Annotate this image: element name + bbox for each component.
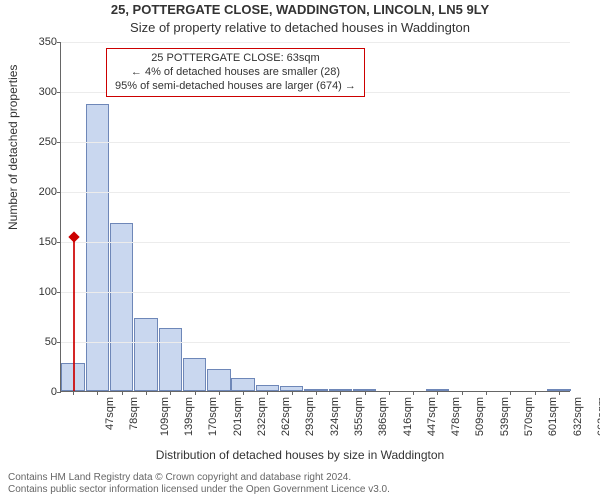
x-tick-mark (195, 391, 196, 395)
grid-line (61, 142, 570, 143)
x-tick-mark (267, 391, 268, 395)
y-tick-mark (57, 242, 61, 243)
x-tick-mark (340, 391, 341, 395)
y-tick-label: 200 (39, 186, 57, 198)
marker-line (73, 236, 75, 391)
y-tick-label: 0 (51, 386, 57, 398)
x-tick-mark (365, 391, 366, 395)
x-tick-label: 601sqm (547, 397, 559, 436)
x-tick-mark (219, 391, 220, 395)
x-tick-label: 509sqm (475, 397, 487, 436)
bar (231, 378, 254, 391)
x-tick-label: 201sqm (232, 397, 244, 436)
x-tick-mark (462, 391, 463, 395)
grid-line (61, 242, 570, 243)
bar (159, 328, 182, 391)
y-tick-mark (57, 192, 61, 193)
bar (110, 223, 133, 391)
y-tick-label: 150 (39, 236, 57, 248)
callout-line-2: ← 4% of detached houses are smaller (28) (115, 66, 356, 80)
x-tick-label: 386sqm (377, 397, 389, 436)
x-tick-label: 355sqm (353, 397, 365, 436)
x-tick-label: 539sqm (499, 397, 511, 436)
x-tick-mark (510, 391, 511, 395)
x-tick-label: 262sqm (280, 397, 292, 436)
x-tick-mark (535, 391, 536, 395)
x-tick-label: 109sqm (159, 397, 171, 436)
y-tick-label: 350 (39, 36, 57, 48)
y-tick-mark (57, 142, 61, 143)
x-tick-mark (389, 391, 390, 395)
x-tick-label: 47sqm (104, 397, 116, 430)
footer: Contains HM Land Registry data © Crown c… (8, 472, 592, 496)
y-tick-mark (57, 42, 61, 43)
chart-title: 25, POTTERGATE CLOSE, WADDINGTON, LINCOL… (0, 2, 600, 17)
bar (183, 358, 206, 391)
callout-line-1: 25 POTTERGATE CLOSE: 63sqm (115, 52, 356, 66)
y-axis-label: Number of detached properties (6, 65, 20, 230)
callout-box: 25 POTTERGATE CLOSE: 63sqm← 4% of detach… (106, 48, 365, 97)
x-tick-label: 78sqm (128, 397, 140, 430)
x-tick-label: 416sqm (402, 397, 414, 436)
y-tick-mark (57, 92, 61, 93)
x-tick-label: 170sqm (207, 397, 219, 436)
callout-line-3: 95% of semi-detached houses are larger (… (115, 80, 356, 94)
x-tick-label: 324sqm (329, 397, 341, 436)
x-tick-mark (413, 391, 414, 395)
plot-area: 05010015020025030035047sqm78sqm109sqm139… (60, 42, 570, 392)
x-tick-label: 293sqm (305, 397, 317, 436)
y-tick-mark (57, 292, 61, 293)
y-tick-mark (57, 342, 61, 343)
y-tick-label: 300 (39, 86, 57, 98)
x-axis-label: Distribution of detached houses by size … (0, 448, 600, 462)
grid-line (61, 192, 570, 193)
x-tick-mark (486, 391, 487, 395)
x-tick-mark (73, 391, 74, 395)
grid-line (61, 42, 570, 43)
x-tick-mark (122, 391, 123, 395)
bar (207, 369, 230, 391)
x-tick-mark (437, 391, 438, 395)
x-tick-label: 232sqm (256, 397, 268, 436)
grid-line (61, 292, 570, 293)
y-tick-label: 100 (39, 286, 57, 298)
x-tick-mark (146, 391, 147, 395)
x-tick-mark (292, 391, 293, 395)
grid-line (61, 342, 570, 343)
x-tick-mark (316, 391, 317, 395)
x-tick-mark (97, 391, 98, 395)
x-tick-mark (559, 391, 560, 395)
y-tick-label: 250 (39, 136, 57, 148)
x-tick-label: 447sqm (426, 397, 438, 436)
y-tick-label: 50 (45, 336, 57, 348)
x-tick-label: 478sqm (450, 397, 462, 436)
y-tick-mark (57, 392, 61, 393)
x-tick-mark (170, 391, 171, 395)
x-tick-mark (243, 391, 244, 395)
bar (86, 104, 109, 391)
footer-line-2: Contains public sector information licen… (8, 484, 592, 496)
footer-line-1: Contains HM Land Registry data © Crown c… (8, 472, 592, 484)
x-tick-label: 632sqm (572, 397, 584, 436)
bar (134, 318, 157, 391)
chart-subtitle: Size of property relative to detached ho… (0, 20, 600, 35)
x-tick-label: 570sqm (523, 397, 535, 436)
x-tick-label: 139sqm (183, 397, 195, 436)
x-tick-label: 663sqm (596, 397, 600, 436)
